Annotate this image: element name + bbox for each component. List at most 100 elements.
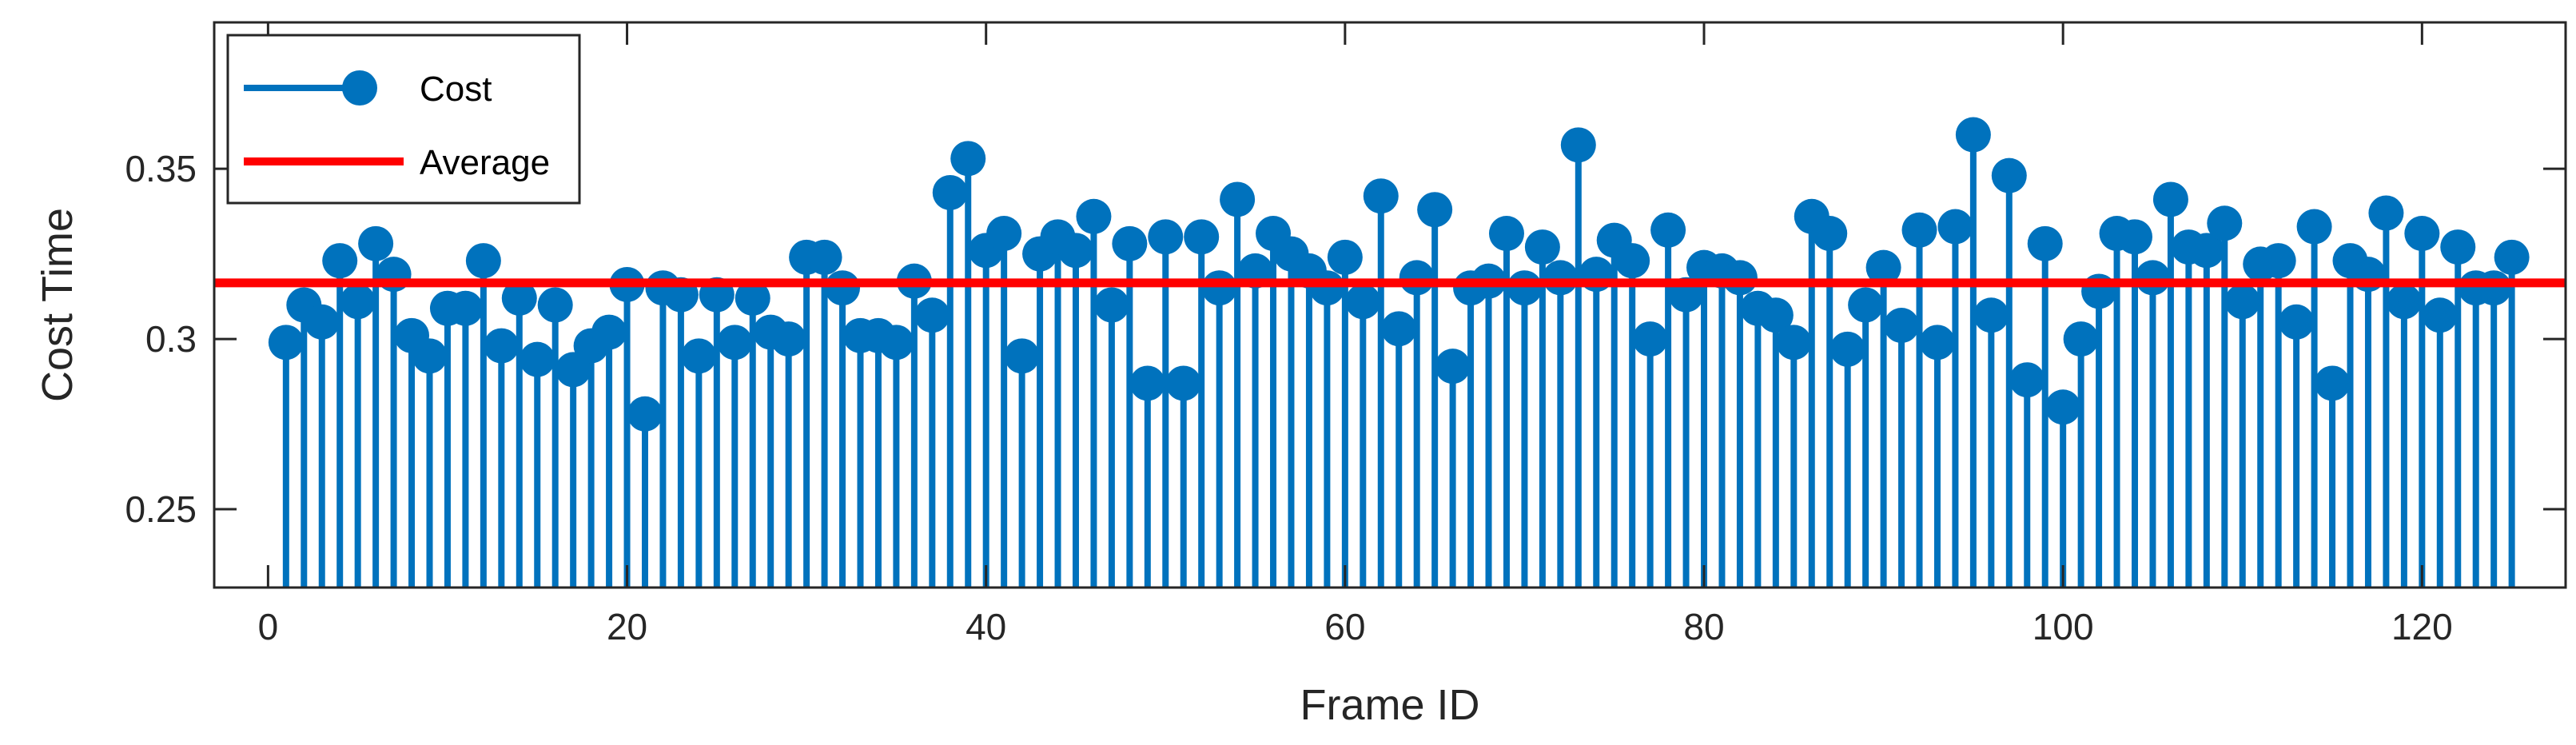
stem-marker bbox=[2386, 284, 2422, 320]
stem-series-cost bbox=[268, 117, 2530, 588]
stem-marker bbox=[1560, 127, 1596, 163]
stem-marker bbox=[322, 243, 358, 279]
stem-marker bbox=[2207, 205, 2243, 241]
stem-marker bbox=[412, 338, 448, 374]
stem-marker bbox=[1812, 216, 1848, 252]
stem-marker bbox=[717, 325, 753, 361]
x-axis-label: Frame ID bbox=[1300, 681, 1479, 729]
stem-marker bbox=[1865, 249, 1901, 285]
legend-box bbox=[226, 34, 581, 205]
stem-marker bbox=[268, 325, 304, 361]
stem-marker bbox=[1776, 325, 1812, 361]
stem-marker bbox=[681, 338, 717, 374]
stem-marker bbox=[2117, 219, 2153, 255]
stem-marker bbox=[1309, 270, 1345, 306]
stem-marker bbox=[2152, 181, 2188, 217]
stem-marker bbox=[448, 290, 484, 326]
stem-marker bbox=[1919, 325, 1955, 361]
stem-marker bbox=[770, 321, 806, 357]
stem-marker bbox=[986, 216, 1022, 252]
stem-marker bbox=[465, 243, 501, 279]
x-tick-label: 100 bbox=[2033, 606, 2094, 647]
stem-marker bbox=[2422, 297, 2458, 333]
stem-marker bbox=[1381, 311, 1417, 347]
stem-marker bbox=[878, 325, 914, 361]
stem-marker bbox=[1848, 287, 1884, 323]
legend-cost-marker bbox=[342, 70, 377, 106]
y-axis-ticks: 0.25 0.3 0.35 bbox=[125, 148, 2566, 530]
stem-marker bbox=[555, 352, 591, 388]
stem-marker bbox=[1650, 212, 1686, 248]
stem-marker bbox=[2315, 365, 2351, 401]
stem-marker bbox=[1417, 192, 1453, 228]
stem-marker bbox=[1201, 270, 1237, 306]
x-tick-label: 80 bbox=[1683, 606, 1724, 647]
stem-marker bbox=[2279, 304, 2315, 340]
stem-marker bbox=[1524, 229, 1560, 265]
stem-marker bbox=[2368, 195, 2404, 231]
stem-marker bbox=[735, 280, 770, 316]
plot-frame bbox=[213, 21, 2567, 589]
stem-marker bbox=[1184, 219, 1220, 255]
stem-marker bbox=[1973, 297, 2009, 333]
stem-marker bbox=[1884, 308, 1920, 344]
y-tick-label: 0.35 bbox=[125, 148, 197, 189]
stem-marker bbox=[1614, 243, 1650, 279]
stem-marker bbox=[1220, 181, 1256, 217]
stem-marker bbox=[1435, 349, 1471, 384]
stem-marker bbox=[950, 141, 986, 177]
stem-marker bbox=[501, 280, 537, 316]
stem-marker bbox=[825, 270, 861, 306]
stem-marker bbox=[914, 297, 950, 333]
stem-marker bbox=[1991, 157, 2027, 193]
stem-marker bbox=[2063, 321, 2099, 357]
stem-marker bbox=[627, 396, 663, 432]
stem-marker bbox=[1758, 297, 1794, 333]
stem-marker bbox=[1076, 198, 1112, 234]
legend-cost-label: Cost bbox=[420, 70, 492, 109]
stem-marker bbox=[1004, 338, 1040, 374]
stem-marker bbox=[2027, 225, 2063, 261]
stem-marker bbox=[484, 328, 520, 364]
stem-marker bbox=[2494, 239, 2530, 275]
x-tick-label: 0 bbox=[258, 606, 279, 647]
stem-marker bbox=[1488, 216, 1524, 252]
stem-marker bbox=[2224, 284, 2260, 320]
stem-marker bbox=[1901, 212, 1937, 248]
stem-marker bbox=[1632, 321, 1668, 357]
stem-marker bbox=[1093, 287, 1129, 323]
x-tick-label: 20 bbox=[607, 606, 647, 647]
stem-marker bbox=[1363, 178, 1399, 214]
stem-marker bbox=[1112, 225, 1148, 261]
x-tick-label: 60 bbox=[1324, 606, 1365, 647]
stem-marker bbox=[1955, 117, 1991, 153]
stem-marker bbox=[1327, 239, 1363, 275]
stem-marker bbox=[340, 284, 376, 320]
y-tick-label: 0.25 bbox=[125, 488, 197, 530]
stem-marker bbox=[2476, 270, 2512, 306]
stem-marker bbox=[1937, 209, 1973, 245]
x-axis-ticks: 0 20 40 60 80 100 120 bbox=[258, 22, 2453, 647]
stem-marker bbox=[520, 341, 555, 377]
stem-marker bbox=[1165, 365, 1201, 401]
stem-marker bbox=[358, 225, 394, 261]
stem-marker bbox=[1543, 260, 1579, 296]
stem-marker bbox=[1829, 331, 1865, 367]
stem-marker bbox=[1129, 365, 1165, 401]
stem-marker bbox=[1345, 284, 1381, 320]
y-axis-label: Cost Time bbox=[34, 208, 82, 402]
legend-average-label: Average bbox=[420, 143, 550, 182]
stem-marker bbox=[2045, 389, 2081, 425]
stem-marker bbox=[2404, 216, 2440, 252]
stem-marker bbox=[2440, 229, 2476, 265]
stem-marker bbox=[806, 239, 842, 275]
stem-marker bbox=[304, 304, 340, 340]
legend: Cost Average bbox=[226, 34, 581, 205]
y-tick-label: 0.3 bbox=[145, 318, 197, 360]
stem-marker bbox=[1722, 260, 1758, 296]
stem-marker bbox=[2296, 209, 2332, 245]
stem-marker bbox=[2009, 362, 2045, 398]
stem-marker bbox=[1399, 260, 1435, 296]
stem-marker bbox=[1148, 219, 1184, 255]
